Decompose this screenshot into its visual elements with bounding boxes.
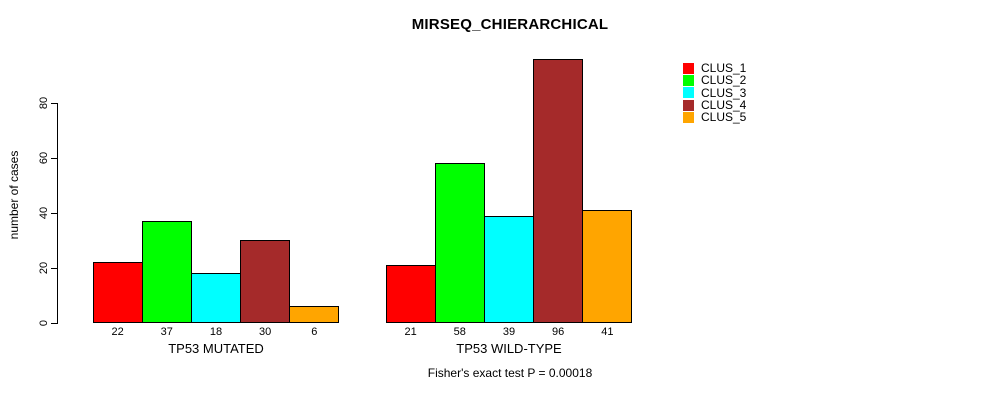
y-tick-label: 60: [38, 151, 50, 165]
bar-clus_1: [93, 262, 143, 323]
group-label: TP53 MUTATED: [168, 341, 264, 356]
bar-clus_4: [533, 59, 583, 323]
y-tick: [51, 158, 57, 159]
bar-value-label: 41: [601, 326, 614, 338]
legend-label: CLUS_2: [701, 73, 747, 88]
bar-clus_2: [435, 163, 485, 323]
y-tick-label: 0: [38, 319, 50, 327]
legend-label: CLUS_5: [701, 110, 747, 125]
y-tick-label: 80: [38, 96, 50, 110]
legend-label: CLUS_4: [701, 98, 747, 113]
legend-swatch: [683, 87, 694, 99]
bar-value-label: 58: [453, 326, 466, 338]
bar-value-label: 18: [209, 326, 223, 338]
bar-value-label: 22: [111, 326, 124, 338]
bar-group: [386, 59, 632, 323]
bar-clus_3: [191, 273, 241, 323]
bar-value-label: 39: [502, 326, 516, 338]
y-axis: [57, 103, 58, 324]
bar-clus_2: [142, 221, 192, 323]
bar-clus_1: [386, 265, 436, 323]
bar-clus_5: [582, 210, 632, 323]
legend-item: CLUS_1: [683, 62, 746, 74]
group-label: TP53 WILD-TYPE: [456, 341, 562, 356]
legend-swatch: [683, 62, 694, 74]
chart-title: MIRSEQ_CHIERARCHICAL: [411, 16, 609, 33]
bar-clus_3: [484, 216, 534, 323]
bar-value-label: 6: [311, 326, 318, 338]
bar-clus_4: [240, 240, 290, 323]
y-tick-label: 20: [38, 261, 50, 275]
legend-item: CLUS_3: [683, 87, 746, 99]
legend-item: CLUS_4: [683, 99, 746, 111]
y-tick: [51, 103, 57, 104]
fisher-test-annotation: Fisher's exact test P = 0.00018: [427, 366, 593, 380]
legend-label: CLUS_1: [701, 61, 747, 76]
y-tick: [51, 268, 57, 269]
legend-item: CLUS_2: [683, 74, 746, 86]
legend-swatch: [683, 99, 694, 111]
y-tick-label: 40: [38, 206, 50, 220]
bar-value-label: 30: [259, 326, 272, 338]
legend-item: CLUS_5: [683, 111, 746, 123]
bar-value-label: 37: [160, 326, 173, 338]
bar-group: [93, 221, 339, 323]
legend-swatch: [683, 111, 694, 123]
bar-value-label: 21: [404, 326, 417, 338]
legend: CLUS_1 CLUS_2 CLUS_3 CLUS_4 CLUS_5: [683, 62, 746, 123]
legend-label: CLUS_3: [701, 85, 747, 100]
bar-clus_5: [289, 306, 339, 323]
bar-value-row: 21 58 39 96 41: [386, 326, 632, 338]
y-tick: [51, 213, 57, 214]
y-axis-label: number of cases: [7, 150, 21, 240]
legend-swatch: [683, 74, 694, 86]
y-tick: [51, 323, 57, 324]
bar-value-label: 96: [552, 326, 565, 338]
bar-value-row: 22 37 18 30 6: [93, 326, 339, 338]
